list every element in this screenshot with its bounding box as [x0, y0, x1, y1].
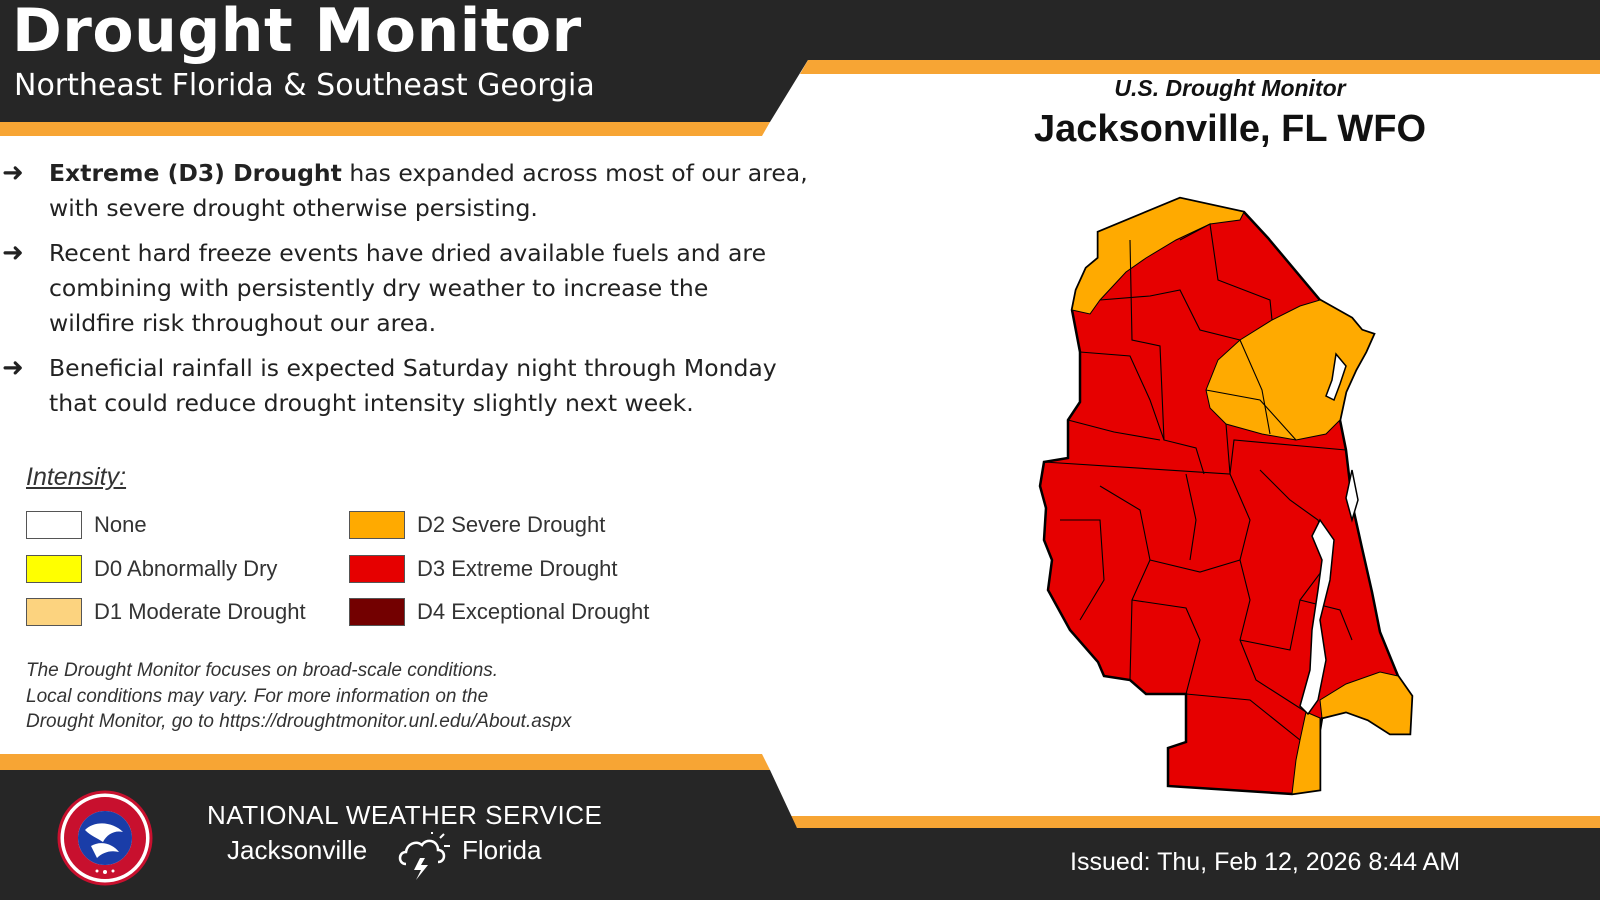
arrow-icon: ➜ [2, 353, 24, 383]
issued-timestamp: Issued: Thu, Feb 12, 2026 8:44 AM [1070, 848, 1461, 876]
bullet-text: with severe drought otherwise persisting… [49, 194, 538, 222]
legend-label: D0 Abnormally Dry [94, 556, 278, 581]
footer-accent-right [790, 816, 1600, 828]
arrow-icon: ➜ [2, 158, 24, 188]
legend-label: D1 Moderate Drought [94, 599, 306, 624]
office-state: Florida [462, 835, 542, 865]
header-accent-right [800, 60, 1600, 74]
note-line: Drought Monitor, go to https://droughtmo… [26, 711, 572, 732]
footer-band [0, 770, 1600, 900]
legend-label: None [94, 512, 147, 537]
bullet-text: Recent hard freeze events have dried ava… [49, 239, 767, 267]
bullet-item: ➜ Beneficial rainfall is expected Saturd… [0, 351, 850, 421]
page-title: Drought Monitor [12, 0, 582, 66]
footer-accent-left [0, 754, 770, 770]
d2-severe-northwest [1071, 197, 1245, 315]
rivers [1299, 352, 1359, 716]
legend-item-d3: D3 Extreme Drought [349, 555, 618, 583]
legend-item-d4: D4 Exceptional Drought [349, 598, 649, 626]
legend-label: D4 Exceptional Drought [417, 599, 650, 624]
legend-swatch [26, 598, 82, 626]
legend-item-d1: D1 Moderate Drought [26, 598, 306, 626]
bullet-text: that could reduce drought intensity slig… [49, 389, 694, 417]
legend-item-d0: D0 Abnormally Dry [26, 555, 277, 583]
disclaimer-note: The Drought Monitor focuses on broad-sca… [26, 658, 746, 735]
legend-title: Intensity: [26, 463, 127, 491]
legend-swatch [26, 511, 82, 539]
thunderstorm-icon [398, 832, 450, 880]
legend-swatch [349, 598, 405, 626]
agency-name: NATIONAL WEATHER SERVICE [207, 800, 603, 830]
legend-label: D3 Extreme Drought [417, 556, 618, 581]
bullet-text: wildfire risk throughout our area. [49, 309, 437, 337]
page-subtitle: Northeast Florida & Southeast Georgia [14, 68, 595, 103]
bullet-text: has expanded across most of our area, [341, 159, 808, 187]
legend-swatch [349, 555, 405, 583]
bullet-text: Beneficial rainfall is expected Saturday… [49, 354, 777, 382]
note-line: The Drought Monitor focuses on broad-sca… [26, 660, 499, 681]
note-line: Local conditions may vary. For more info… [26, 685, 489, 707]
legend-label: D2 Severe Drought [417, 512, 606, 537]
nws-logo [57, 790, 153, 886]
bullet-text: combining with persistently dry weather … [49, 274, 709, 302]
bullet-item: ➜ Extreme (D3) Drought has expanded acro… [0, 156, 850, 226]
map-subheading: U.S. Drought Monitor [1114, 75, 1346, 101]
d2-severe-flagler [1319, 671, 1413, 735]
legend-item-none: None [26, 511, 147, 539]
header-band [0, 0, 1600, 122]
legend-swatch [26, 555, 82, 583]
arrow-icon: ➜ [2, 238, 24, 268]
legend-item-d2: D2 Severe Drought [349, 511, 605, 539]
office-city: Jacksonville [227, 835, 368, 865]
legend-swatch [349, 511, 405, 539]
map-heading: Jacksonville, FL WFO [1033, 108, 1427, 150]
bullet-item: ➜ Recent hard freeze events have dried a… [0, 236, 850, 341]
bullet-bold: Extreme (D3) Drought [49, 159, 342, 187]
county-lines [1043, 223, 1353, 741]
header-accent-left [0, 122, 770, 136]
bullet-list: ➜ Extreme (D3) Drought has expanded acro… [0, 156, 850, 431]
